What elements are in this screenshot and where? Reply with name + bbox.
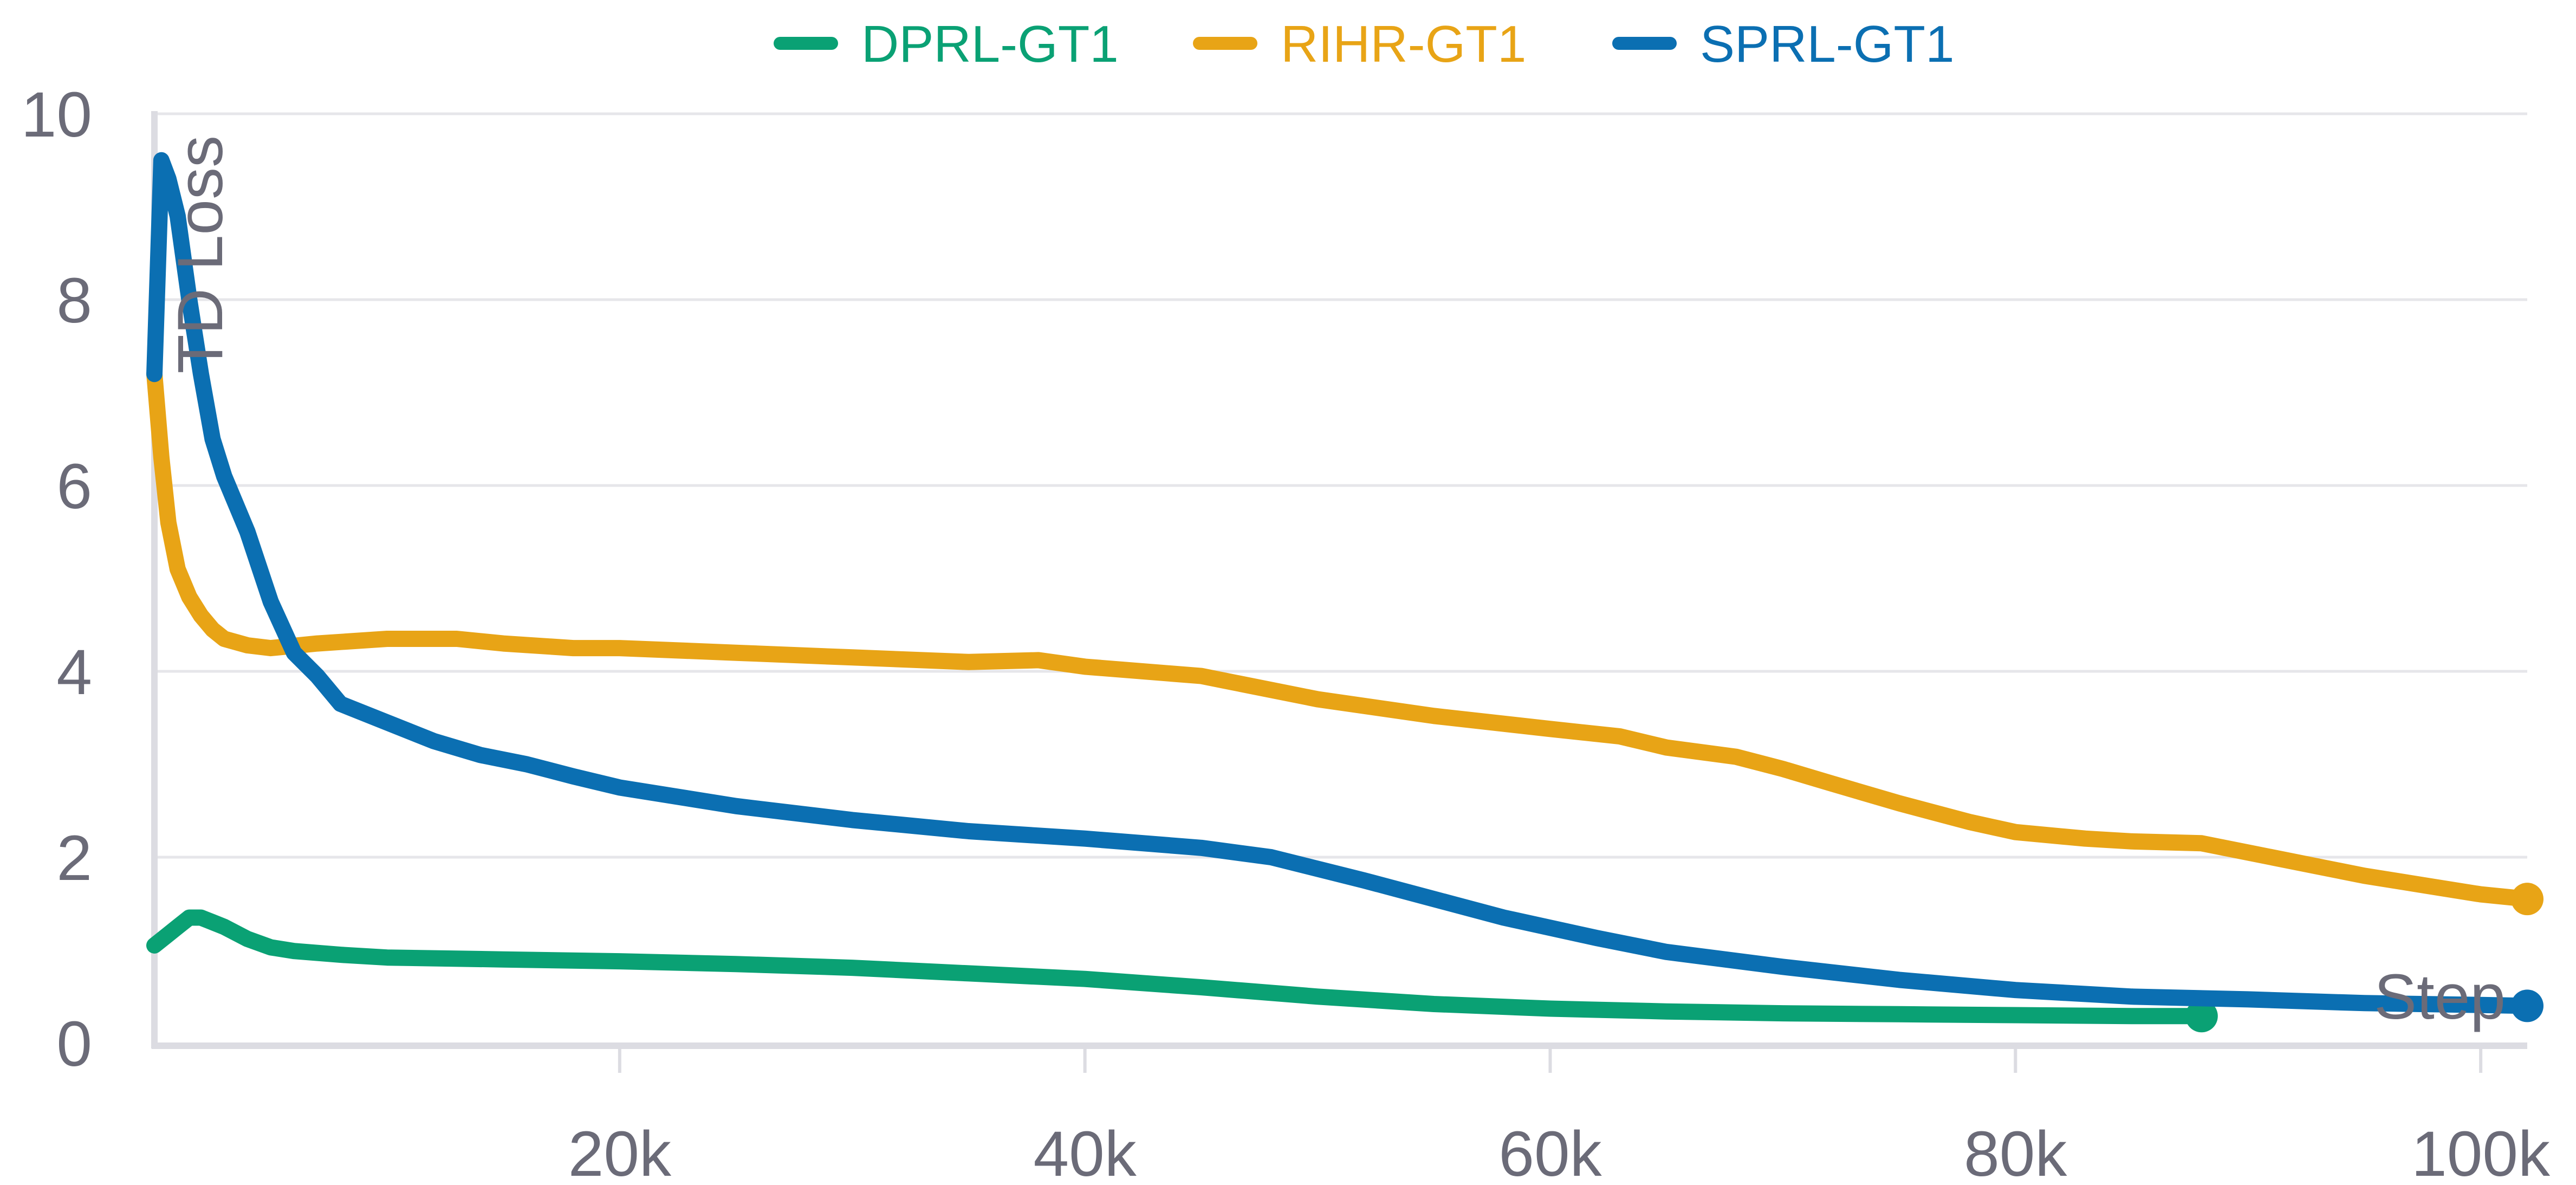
y-axis-title: TD Loss	[165, 135, 236, 373]
legend[interactable]: DPRL-GT1 RIHR-GT1 SPRL-GT1	[774, 15, 1954, 73]
y-tick-label: 4	[56, 637, 92, 708]
x-axis-title: Step	[2374, 961, 2506, 1033]
legend-item-rihr-gt1[interactable]: RIHR-GT1	[1193, 15, 1526, 73]
x-tick-label: 20k	[568, 1118, 672, 1185]
x-tick-label: 80k	[1964, 1118, 2067, 1185]
y-tick-label: 2	[56, 823, 92, 894]
series-line-rihr-gt1	[146, 366, 2535, 908]
legend-item-dprl-gt1[interactable]: DPRL-GT1	[774, 15, 1119, 73]
x-tick-label: 40k	[1034, 1118, 1137, 1185]
x-tick-label: 100k	[2411, 1118, 2551, 1185]
axes	[151, 111, 2527, 1073]
series-end-marker-dprl-gt1	[2185, 1000, 2218, 1033]
series-end-marker-rihr-gt1	[2511, 883, 2543, 916]
grid	[154, 112, 2527, 859]
legend-label: SPRL-GT1	[1700, 15, 1954, 73]
y-tick-label: 0	[56, 1008, 92, 1080]
legend-label: RIHR-GT1	[1281, 15, 1526, 73]
y-tick-label: 10	[21, 79, 92, 151]
y-tick-label: 6	[56, 451, 92, 522]
y-tick-label: 8	[56, 265, 92, 336]
series-lines	[146, 152, 2543, 1033]
tick-labels: 0 2 4 6 8 10 20k 40k 60k 80k 100k	[21, 79, 2551, 1185]
series-line-sprl-gt1	[146, 152, 2535, 1014]
legend-label: DPRL-GT1	[861, 15, 1119, 73]
legend-item-sprl-gt1[interactable]: SPRL-GT1	[1612, 15, 1954, 73]
series-end-marker-sprl-gt1	[2511, 989, 2543, 1022]
series-line-dprl-gt1	[146, 909, 2210, 1025]
x-tick-label: 60k	[1498, 1118, 1602, 1185]
